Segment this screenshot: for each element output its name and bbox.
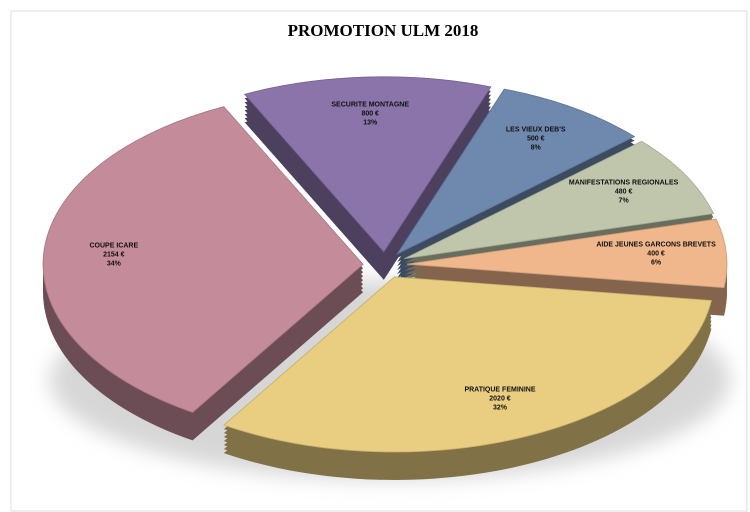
- slice: [42, 106, 364, 413]
- slice-value: 480 €: [615, 188, 633, 195]
- slice-percent: 32%: [493, 405, 508, 412]
- slice-percent: 34%: [107, 261, 122, 268]
- slice-category: PRATIQUE FEMININE: [464, 387, 535, 394]
- chart-title: PROMOTION ULM 2018: [288, 21, 479, 40]
- slice: [404, 140, 715, 260]
- slice-value: 500 €: [527, 135, 545, 142]
- slice-percent: 8%: [531, 144, 542, 151]
- slice-value: 800 €: [361, 111, 379, 118]
- slice-percent: 6%: [651, 260, 662, 267]
- slice: [223, 276, 712, 453]
- slice: [396, 88, 636, 256]
- slice-percent: 13%: [363, 120, 378, 127]
- slice-category: LES VIEUX DEB'S: [506, 126, 566, 133]
- slice-value: 400 €: [647, 251, 665, 258]
- slice-category: COUPE ICARE: [90, 243, 139, 250]
- slice: [406, 218, 728, 289]
- slice-category: SECURITE MONTAGNE: [331, 102, 409, 109]
- slice-value: 2020 €: [489, 396, 511, 403]
- slice-value: 2154 €: [103, 252, 125, 259]
- slice-category: MANIFESTATIONS REGIONALES: [569, 179, 679, 186]
- slice-category: AIDE JEUNES GARCONS BREVETS: [596, 242, 716, 249]
- slice: [243, 76, 492, 253]
- slice-percent: 7%: [619, 197, 630, 204]
